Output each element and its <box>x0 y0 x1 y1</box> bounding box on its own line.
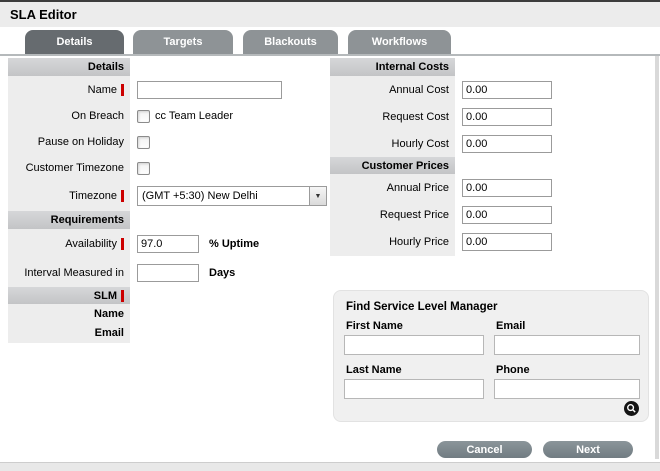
timezone-row: Timezone (GMT +5:30) New Delhi ▼ <box>8 181 330 211</box>
availability-suffix: % Uptime <box>209 238 260 250</box>
request-cost-input[interactable] <box>462 107 552 126</box>
hourly-price-label: Hourly Price <box>389 236 449 248</box>
name-row: Name <box>8 76 330 103</box>
first-name-input[interactable] <box>344 335 484 355</box>
slm-header-label: SLM <box>93 289 117 302</box>
availability-input[interactable] <box>137 235 199 253</box>
slm-name-row: Name <box>8 304 330 323</box>
name-input[interactable] <box>137 80 282 99</box>
requirements-header-label: Requirements <box>50 214 124 226</box>
interval-row: Interval Measured in Days <box>8 259 330 287</box>
hourly-price-row: Hourly Price <box>330 228 656 256</box>
on-breach-label: On Breach <box>71 110 124 122</box>
details-section-header: Details <box>8 58 330 76</box>
hourly-cost-label: Hourly Cost <box>391 137 449 150</box>
required-marker <box>121 83 124 96</box>
requirements-section-header: Requirements <box>8 211 330 229</box>
timezone-label: Timezone <box>69 190 117 202</box>
tab-blackouts[interactable]: Blackouts <box>243 30 338 54</box>
last-name-label: Last Name <box>346 364 402 376</box>
hourly-price-input[interactable] <box>462 233 552 251</box>
slm-section-header: SLM <box>8 287 330 304</box>
tab-bar: Details Targets Blackouts Workflows <box>0 30 660 56</box>
tab-targets[interactable]: Targets <box>133 30 233 54</box>
chevron-down-icon[interactable]: ▼ <box>309 187 326 205</box>
customer-prices-section-header: Customer Prices <box>330 157 656 174</box>
slm-email-value <box>130 323 330 343</box>
tab-details-label: Details <box>56 36 93 48</box>
slm-name-label: Name <box>94 307 124 320</box>
slm-email-row: Email <box>8 323 330 343</box>
timezone-selected-value: (GMT +5:30) New Delhi <box>142 190 258 202</box>
email-label: Email <box>496 320 526 332</box>
availability-row: Availability % Uptime <box>8 229 330 259</box>
request-price-input[interactable] <box>462 205 552 224</box>
pause-on-holiday-checkbox[interactable] <box>137 135 150 149</box>
right-edge-strip <box>655 56 659 459</box>
tab-targets-label: Targets <box>163 36 203 48</box>
request-cost-row: Request Cost <box>330 103 656 130</box>
hourly-cost-input[interactable] <box>462 134 552 153</box>
internal-costs-header-label: Internal Costs <box>375 61 449 73</box>
customer-timezone-label: Customer Timezone <box>25 162 124 174</box>
next-button[interactable]: Next <box>543 441 633 458</box>
tab-blackouts-label: Blackouts <box>264 36 317 48</box>
request-cost-label: Request Cost <box>382 110 449 123</box>
interval-suffix: Days <box>209 267 236 279</box>
hourly-cost-row: Hourly Cost <box>330 130 656 157</box>
annual-price-label: Annual Price <box>386 181 449 194</box>
annual-cost-label: Annual Cost <box>389 83 449 96</box>
availability-label: Availability <box>65 238 117 250</box>
timezone-select[interactable]: (GMT +5:30) New Delhi ▼ <box>137 186 327 206</box>
internal-costs-section-header: Internal Costs <box>330 58 656 76</box>
window-top-border <box>0 0 660 2</box>
find-slm-panel: Find Service Level Manager First Name Em… <box>333 290 649 422</box>
annual-cost-input[interactable] <box>462 80 552 99</box>
annual-cost-row: Annual Cost <box>330 76 656 103</box>
tab-workflows-label: Workflows <box>371 36 428 48</box>
tab-details[interactable]: Details <box>25 30 124 54</box>
phone-input[interactable] <box>494 379 640 399</box>
annual-price-row: Annual Price <box>330 174 656 201</box>
search-icon[interactable] <box>624 401 639 416</box>
details-column: Details Name On Breach cc Team Leader Pa… <box>8 58 330 343</box>
required-marker <box>121 238 124 250</box>
phone-label: Phone <box>496 364 530 376</box>
customer-timezone-checkbox[interactable] <box>137 161 150 175</box>
first-name-label: First Name <box>346 320 403 332</box>
find-slm-form: First Name Email Last Name Phone <box>344 320 640 399</box>
titlebar: SLA Editor <box>0 2 660 27</box>
email-input[interactable] <box>494 335 640 355</box>
page-title: SLA Editor <box>10 7 77 22</box>
on-breach-row: On Breach cc Team Leader <box>8 103 330 129</box>
slm-email-label: Email <box>94 327 124 339</box>
pause-on-holiday-label: Pause on Holiday <box>37 136 124 148</box>
pause-on-holiday-row: Pause on Holiday <box>8 129 330 155</box>
request-price-label: Request Price <box>379 208 449 221</box>
request-price-row: Request Price <box>330 201 656 228</box>
customer-timezone-row: Customer Timezone <box>8 155 330 181</box>
tab-workflows[interactable]: Workflows <box>348 30 451 54</box>
costs-column: Internal Costs Annual Cost Request Cost … <box>330 58 656 256</box>
interval-input[interactable] <box>137 264 199 282</box>
slm-name-value <box>130 304 330 323</box>
customer-prices-header-label: Customer Prices <box>361 159 449 172</box>
cancel-button[interactable]: Cancel <box>437 441 532 458</box>
required-marker <box>121 289 124 302</box>
required-marker <box>121 190 124 202</box>
details-header-label: Details <box>87 61 124 73</box>
footer-bar <box>0 462 660 471</box>
annual-price-input[interactable] <box>462 178 552 197</box>
find-slm-title: Find Service Level Manager <box>346 301 498 313</box>
cc-team-leader-checkbox[interactable] <box>137 109 150 123</box>
last-name-input[interactable] <box>344 379 484 399</box>
name-label: Name <box>87 83 117 96</box>
cc-team-leader-label: cc Team Leader <box>155 110 234 122</box>
interval-label: Interval Measured in <box>24 267 124 279</box>
